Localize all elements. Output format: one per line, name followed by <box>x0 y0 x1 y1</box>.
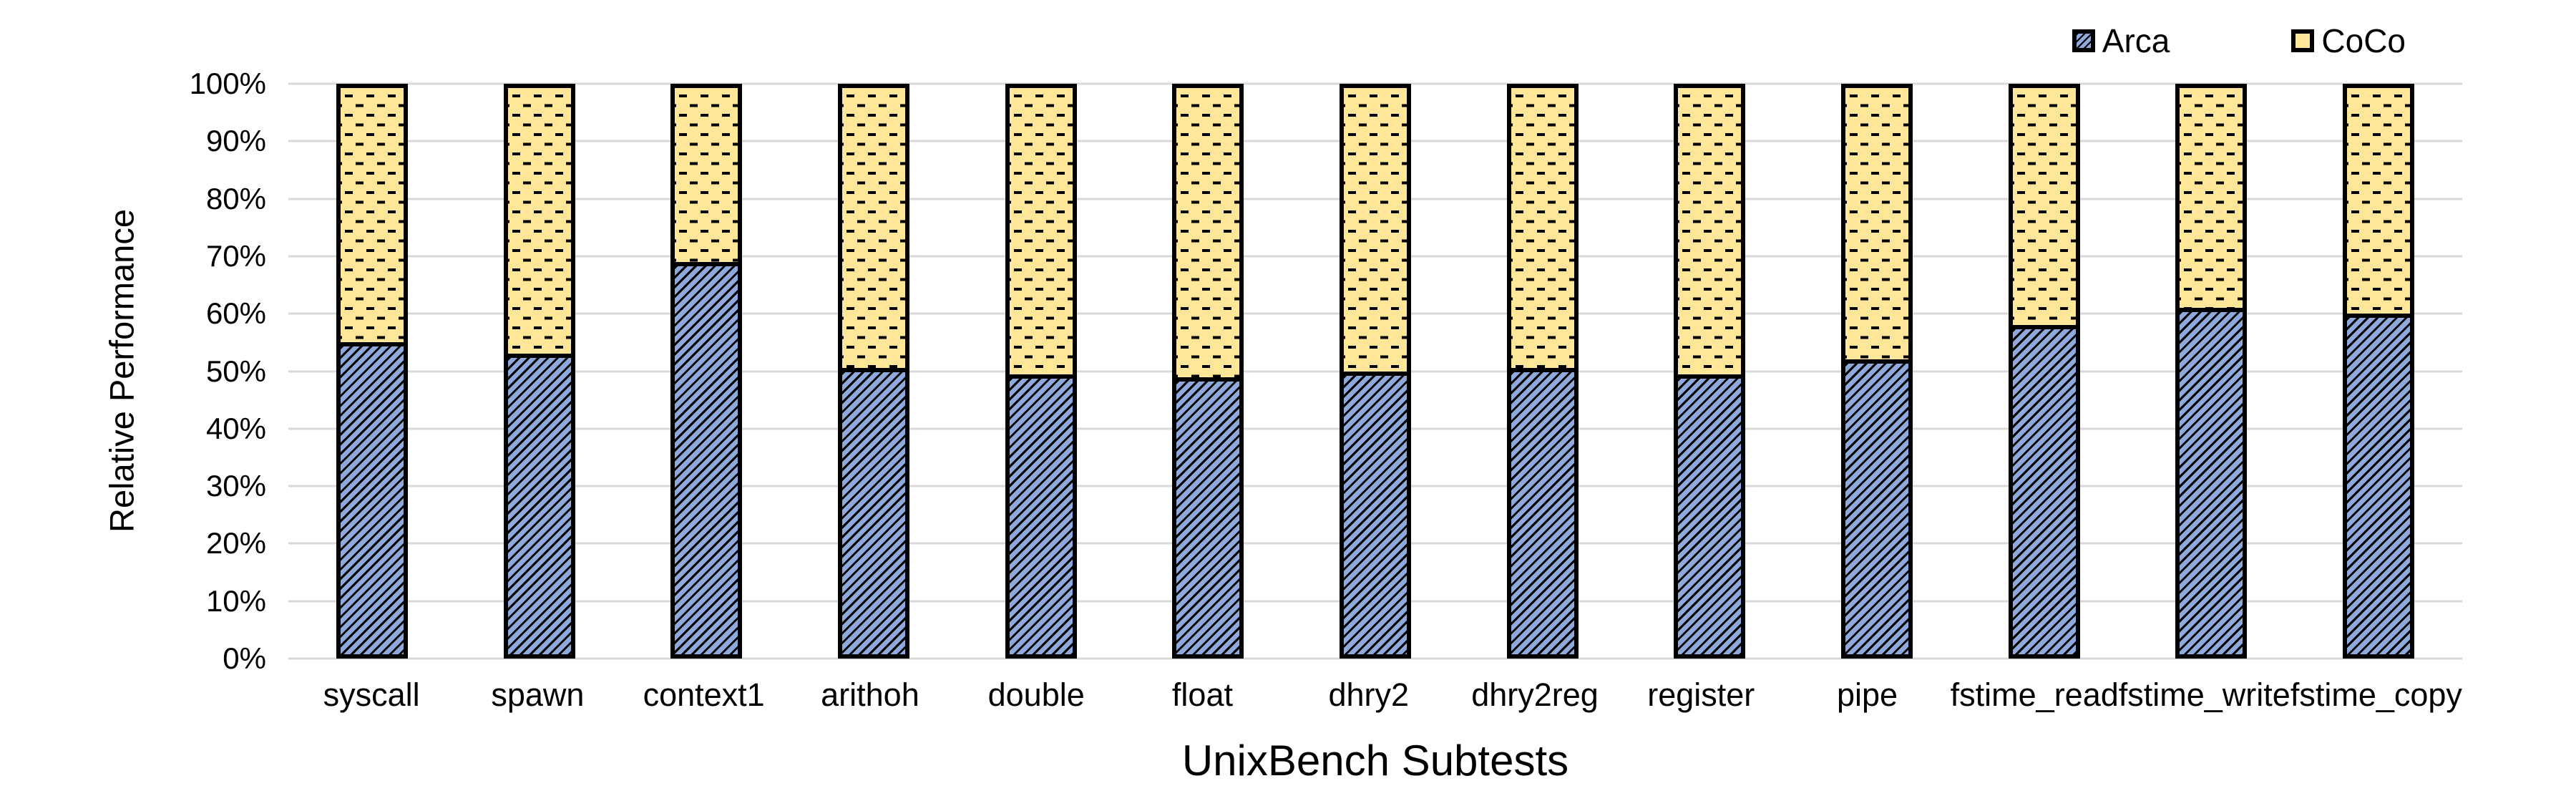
coco-segment <box>503 84 575 354</box>
coco-segment <box>1339 84 1411 372</box>
y-tick-label: 40% <box>205 411 266 445</box>
bars <box>288 84 2462 659</box>
y-tick-label: 20% <box>205 526 266 561</box>
y-tick-label: 10% <box>205 583 266 618</box>
arca-segment <box>336 342 408 659</box>
stacked-bar-fstime_read <box>2008 84 2080 659</box>
stacked-bar-spawn <box>503 84 575 659</box>
coco-segment <box>1172 84 1244 377</box>
bar-slot-syscall <box>288 84 456 659</box>
x-tick-label-dhry2: dhry2 <box>1328 676 1410 713</box>
coco-segment <box>1674 84 1746 374</box>
arca-segment <box>1339 371 1411 659</box>
x-tick-label-fstime_write: fstime_write <box>2118 676 2290 713</box>
arca-segment <box>1674 374 1746 659</box>
coco-segment <box>2343 84 2415 314</box>
plot-area <box>288 82 2462 660</box>
stacked-bar-arithoh <box>837 84 909 659</box>
y-tick-label: 90% <box>205 124 266 158</box>
y-tick-label: 100% <box>189 67 266 100</box>
arca-segment <box>1172 377 1244 659</box>
arca-segment <box>1841 359 1913 659</box>
x-tick-label-fstime_copy: fstime_copy <box>2290 676 2462 713</box>
stacked-bar-float <box>1172 84 1244 659</box>
x-tick-label-float: float <box>1171 676 1233 713</box>
bar-slot-arithoh <box>790 84 957 659</box>
stacked-bar-syscall <box>336 84 408 659</box>
stacked-bar-double <box>1005 84 1077 659</box>
coco-segment <box>837 84 909 369</box>
arca-swatch-icon <box>2072 29 2095 52</box>
arca-segment <box>1005 374 1077 659</box>
bar-slot-dhry2reg <box>1459 84 1626 659</box>
bar-slot-dhry2 <box>1292 84 1459 659</box>
x-tick-labels: syscall spawn context1 arithoh double float dh… <box>288 679 2462 711</box>
stacked-bar-dhry2reg <box>1506 84 1579 659</box>
y-tick-label: 50% <box>205 354 266 388</box>
arca-segment <box>503 354 575 659</box>
coco-segment <box>2175 84 2248 309</box>
x-axis-title: UnixBench Subtests <box>1181 737 1569 785</box>
stacked-bar-register <box>1674 84 1746 659</box>
y-tick-label: 30% <box>205 469 266 503</box>
bar-slot-register <box>1626 84 1794 659</box>
x-tick-label-fstime_read: fstime_read <box>1950 676 2119 713</box>
coco-segment <box>670 84 743 262</box>
stacked-bar-dhry2 <box>1339 84 1411 659</box>
x-tick-label-dhry2reg: dhry2reg <box>1471 676 1599 713</box>
stacked-bar-context1 <box>670 84 743 659</box>
y-tick-label: 80% <box>205 181 266 215</box>
bar-slot-float <box>1124 84 1292 659</box>
bar-slot-spawn <box>456 84 623 659</box>
bar-slot-context1 <box>623 84 790 659</box>
x-tick-label-spawn: spawn <box>491 676 585 713</box>
y-tick-labels: 100% 90% 80% 70% 60% 50% 40% 30% 20% 10% 0% <box>0 69 278 674</box>
arca-segment <box>837 368 909 659</box>
y-tick-label: 0% <box>223 641 266 675</box>
bar-slot-fstime_write <box>2128 84 2296 659</box>
x-tick-label-double: double <box>987 676 1085 713</box>
legend: Arca CoCo <box>2072 24 2406 57</box>
x-tick-label-context1: context1 <box>643 676 765 713</box>
stacked-bar-pipe <box>1841 84 1913 659</box>
legend-item-arca: Arca <box>2072 24 2170 57</box>
coco-segment <box>336 84 408 343</box>
stacked-bar-fstime_write <box>2175 84 2248 659</box>
x-tick-label-syscall: syscall <box>323 676 420 713</box>
gridline <box>288 657 2462 660</box>
legend-label-coco: CoCo <box>2321 22 2406 59</box>
arca-segment <box>670 261 743 659</box>
stacked-bar-fstime_copy <box>2343 84 2415 659</box>
coco-segment <box>2008 84 2080 326</box>
x-tick-label-pipe: pipe <box>1836 676 1898 713</box>
bar-slot-fstime_copy <box>2295 84 2462 659</box>
coco-segment <box>1005 84 1077 374</box>
arca-segment <box>2175 308 2248 659</box>
arca-segment <box>2343 314 2415 659</box>
coco-swatch-icon <box>2291 29 2315 52</box>
legend-item-coco: CoCo <box>2291 24 2406 57</box>
bar-slot-fstime_read <box>1961 84 2128 659</box>
coco-segment <box>1506 84 1579 369</box>
y-tick-label: 60% <box>205 296 266 331</box>
x-tick-label-register: register <box>1647 676 1755 713</box>
bar-slot-double <box>957 84 1125 659</box>
y-tick-label: 70% <box>205 238 266 273</box>
x-tick-label-arithoh: arithoh <box>821 676 919 713</box>
legend-label-arca: Arca <box>2102 22 2170 59</box>
arca-segment <box>1506 368 1579 659</box>
bar-slot-pipe <box>1793 84 1961 659</box>
arca-segment <box>2008 325 2080 659</box>
coco-segment <box>1841 84 1913 360</box>
